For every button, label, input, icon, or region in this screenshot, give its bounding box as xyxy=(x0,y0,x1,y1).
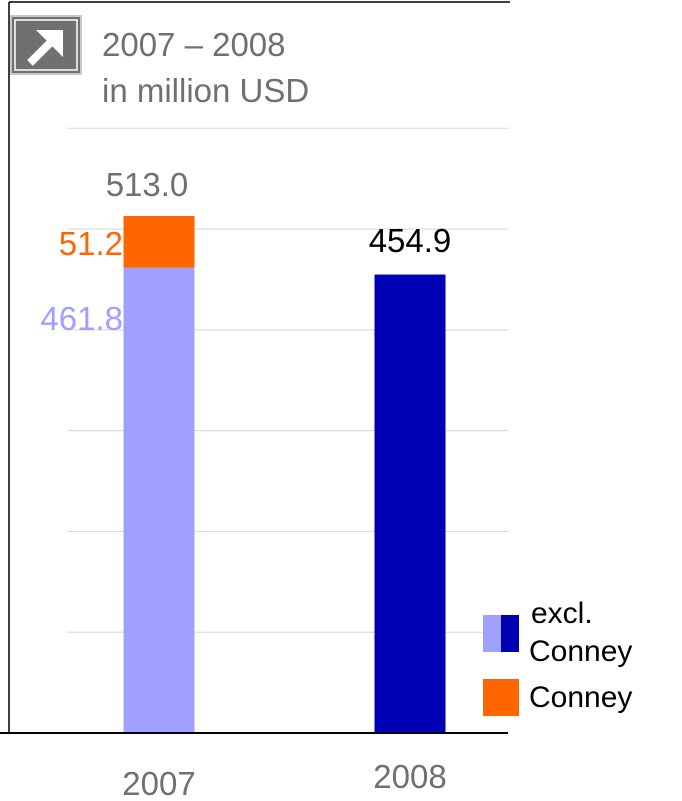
x-tick-2008: 2008 xyxy=(373,758,446,795)
header-line1: 2007 – 2008 xyxy=(102,26,286,63)
bar-2007-excl-conney xyxy=(123,267,195,733)
legend: excl. Conney Conney xyxy=(483,597,632,716)
bar-2007-conney xyxy=(123,216,195,268)
arrow-up-right-icon[interactable] xyxy=(10,15,82,75)
legend-label-conney: Conney xyxy=(529,681,632,714)
header-line2: in million USD xyxy=(102,72,309,109)
legend-swatch-excl-conney xyxy=(483,615,519,652)
legend-label-excl-line1: excl. xyxy=(531,597,593,630)
data-label-2007-excl: 461.8 xyxy=(40,300,123,337)
x-tick-2007: 2007 xyxy=(122,765,195,801)
data-label-2007-total: 513.0 xyxy=(106,166,189,203)
data-label-2008-total: 454.9 xyxy=(369,222,452,259)
bars xyxy=(123,216,446,733)
data-label-2007-conney: 51.2 xyxy=(59,225,123,262)
bar-2008-excl-conney xyxy=(374,274,446,733)
legend-swatch-conney xyxy=(483,679,519,716)
legend-label-excl-line2: Conney xyxy=(529,635,632,668)
